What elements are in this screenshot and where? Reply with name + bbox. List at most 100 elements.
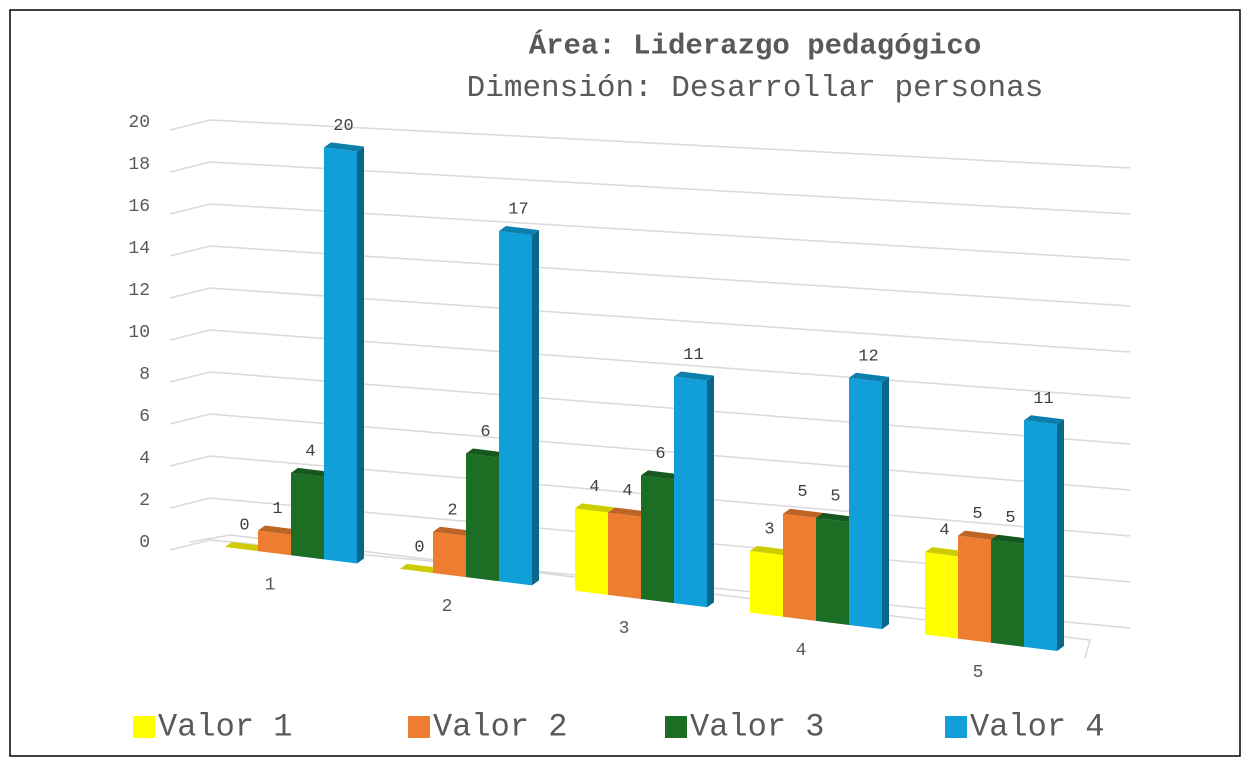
grid-line: [169, 329, 1131, 399]
data-label: 3: [764, 520, 774, 539]
bar-front: [641, 475, 674, 604]
bar-front: [1024, 420, 1057, 651]
data-label: 4: [589, 478, 599, 497]
data-label: 11: [1033, 390, 1053, 409]
bar-top: [466, 448, 506, 458]
bar-front: [575, 508, 608, 595]
bar-top: [499, 226, 539, 236]
bar: [400, 563, 440, 573]
bar-top: [258, 525, 298, 535]
legend-swatch: [408, 716, 430, 738]
bar-front: [433, 531, 466, 578]
bar-side: [882, 376, 889, 630]
x-tick-label: 2: [442, 597, 453, 617]
data-label: 1: [272, 500, 282, 519]
bar-front: [499, 231, 532, 586]
legend-label: Valor 3: [690, 708, 824, 745]
bar-front: [324, 147, 357, 564]
bar-front: [991, 539, 1024, 647]
y-tick-label: 18: [128, 155, 150, 175]
x-tick-label: 3: [619, 619, 630, 639]
bar: [499, 226, 539, 586]
bar-front: [849, 377, 882, 630]
data-label: 0: [414, 538, 424, 557]
bar-side: [1057, 419, 1064, 651]
bar-front: [925, 552, 958, 639]
bar-top: [991, 534, 1031, 544]
x-tick-label: 1: [265, 575, 276, 595]
y-tick-label: 20: [128, 113, 150, 133]
bar-top: [674, 371, 714, 381]
bar-top: [400, 563, 440, 573]
legend-label: Valor 2: [433, 708, 567, 745]
data-label: 2: [447, 501, 457, 520]
data-label: 4: [305, 442, 315, 461]
bar-top: [641, 470, 681, 480]
bar-top: [958, 530, 998, 540]
grid-line: [169, 203, 1131, 261]
legend-label: Valor 1: [158, 708, 292, 745]
data-label: 11: [683, 346, 703, 365]
y-tick-label: 10: [128, 323, 150, 343]
grid-line: [169, 245, 1131, 307]
legend-label: Valor 4: [970, 708, 1104, 745]
bar-top: [433, 526, 473, 536]
grid-line: [169, 161, 1131, 215]
y-tick-label: 14: [128, 239, 150, 259]
data-label: 12: [858, 347, 878, 366]
grid-line: [169, 287, 1131, 353]
bar: [324, 142, 364, 564]
bar: [225, 542, 265, 552]
bar-top: [849, 372, 889, 382]
y-tick-label: 8: [139, 365, 150, 385]
bar: [849, 372, 889, 630]
bar-side: [707, 375, 714, 608]
bar-front: [816, 517, 849, 625]
bar-side: [532, 230, 539, 586]
data-label: 6: [655, 445, 665, 464]
x-tick-label: 4: [796, 641, 807, 661]
data-label: 20: [333, 117, 353, 136]
bar-front: [750, 550, 783, 617]
bar-top: [324, 142, 364, 152]
legend-swatch: [665, 716, 687, 738]
bar-top: [291, 467, 331, 477]
bar-top: [783, 508, 823, 518]
y-tick-label: 6: [139, 407, 150, 427]
bar-top: [750, 545, 790, 555]
bar-top: [1024, 415, 1064, 425]
grid-line: [169, 455, 1131, 537]
bar-front: [674, 376, 707, 608]
data-label: 5: [972, 505, 982, 524]
chart-subtitle: Dimensión: Desarrollar personas: [467, 71, 1044, 106]
y-tick-label: 4: [139, 449, 150, 469]
x-tick-label: 5: [973, 663, 984, 683]
bar-top: [575, 503, 615, 513]
bar-top: [816, 512, 856, 522]
y-tick-label: 2: [139, 491, 150, 511]
y-tick-label: 16: [128, 197, 150, 217]
y-tick-label: 0: [139, 533, 150, 553]
legend-swatch: [945, 716, 967, 738]
bar-front: [783, 513, 816, 621]
data-label: 5: [1005, 509, 1015, 528]
grid-line: [169, 119, 1131, 169]
bar: [674, 371, 714, 608]
bar-top: [925, 547, 965, 557]
bar: [1024, 415, 1064, 651]
bar-front: [608, 512, 641, 599]
bar-side: [357, 146, 364, 564]
bar-front: [466, 453, 499, 582]
bar-front: [258, 530, 291, 556]
data-label: 5: [797, 483, 807, 502]
chart-title: Área: Liderazgo pedagógico: [529, 29, 981, 63]
y-tick-label: 12: [128, 281, 150, 301]
bar-front: [958, 535, 991, 643]
data-label: 17: [508, 201, 528, 220]
data-label: 4: [939, 522, 949, 541]
data-label: 0: [239, 516, 249, 535]
grid-line: [169, 371, 1131, 445]
bar-top: [225, 542, 265, 552]
data-label: 4: [622, 482, 632, 501]
